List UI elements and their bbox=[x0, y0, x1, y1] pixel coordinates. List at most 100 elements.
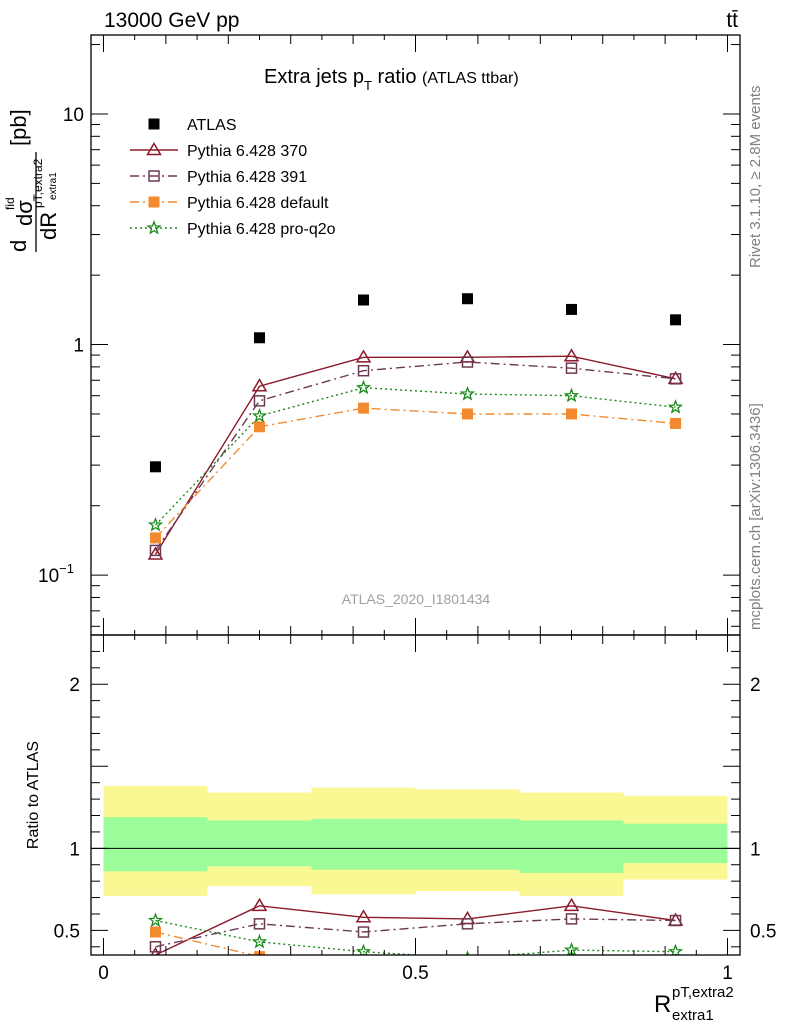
ylabel-unit: [pb] bbox=[6, 109, 31, 146]
main-ytick-label: 1 bbox=[73, 336, 84, 357]
xtick-label: 1 bbox=[722, 963, 733, 984]
data-point-s2-0 bbox=[149, 544, 162, 557]
ratio-line-2 bbox=[155, 931, 256, 955]
energy-label: 13000 GeV pp bbox=[104, 9, 239, 32]
band-inner-bin-2 bbox=[311, 818, 416, 870]
ratio-ytick-label-right: 0.5 bbox=[750, 921, 776, 942]
series-line-1 bbox=[154, 355, 676, 555]
data-point-s3-1 bbox=[253, 421, 265, 433]
ylabel-sub: pT,extra2 bbox=[31, 158, 45, 208]
xtick-label: 0.5 bbox=[402, 963, 428, 984]
main-series-layer bbox=[147, 293, 684, 560]
ratio-ytick-label-right: 1 bbox=[750, 839, 761, 860]
ylabel-d: d bbox=[6, 240, 31, 252]
data-point-s4-1 bbox=[251, 407, 268, 423]
data-point-s4-0 bbox=[147, 516, 164, 532]
ratio-point-s1-1 bbox=[253, 918, 266, 930]
xtick-label: 0 bbox=[98, 963, 109, 984]
legend-label-4: Pythia 6.428 pro-q2o bbox=[187, 221, 336, 238]
ratio-point-s0-3 bbox=[459, 910, 476, 925]
ratio-ytick-label-left: 2 bbox=[69, 675, 80, 696]
ratio-line-3 bbox=[155, 919, 676, 955]
legend-marker-1 bbox=[146, 142, 162, 156]
data-point-s4-5 bbox=[667, 399, 684, 414]
ratio-point-s3-2 bbox=[355, 943, 372, 955]
main-ytick-label: 10 bbox=[63, 105, 84, 126]
data-point-s2-5 bbox=[669, 373, 682, 385]
ylabel-subsub: extra1 bbox=[48, 172, 59, 200]
data-point-s0-1 bbox=[253, 332, 265, 344]
ratio-line-0 bbox=[155, 905, 676, 955]
ratio-bands-layer bbox=[103, 785, 728, 896]
data-point-s1-1 bbox=[251, 378, 268, 392]
data-point-s2-4 bbox=[565, 362, 578, 374]
data-point-s2-1 bbox=[253, 395, 266, 407]
data-point-s4-2 bbox=[355, 379, 372, 395]
ratio-point-s3-0 bbox=[147, 912, 164, 928]
main-ticks-layer: 10 1 10−1 bbox=[38, 35, 740, 635]
chart-title: Extra jets pT ratio (ATLAS ttbar) bbox=[264, 66, 519, 93]
ratio-point-s1-3 bbox=[461, 918, 474, 930]
ratio-point-s0-2 bbox=[355, 909, 372, 923]
ylabel-fid: fid bbox=[3, 197, 17, 210]
series-line-4 bbox=[154, 386, 676, 526]
ratio-point-s0-0 bbox=[150, 947, 161, 955]
data-point-s1-2 bbox=[355, 349, 372, 363]
legend-label-3: Pythia 6.428 default bbox=[187, 195, 329, 212]
ratio-point-s0-1 bbox=[251, 897, 268, 912]
data-point-s2-3 bbox=[461, 356, 474, 368]
mcplots-label: mcplots.cern.ch [arXiv:1306.3436] bbox=[747, 403, 764, 630]
ylabel-dsigma: dσ bbox=[12, 200, 37, 226]
ratio-point-s3-3 bbox=[465, 950, 470, 955]
legend-label-2: Pythia 6.428 391 bbox=[187, 169, 307, 186]
analysis-watermark: ATLAS_2020_I1801434 bbox=[342, 591, 491, 607]
data-point-s3-2 bbox=[358, 402, 370, 414]
data-point-s1-4 bbox=[563, 348, 580, 362]
ratio-point-s1-2 bbox=[357, 926, 370, 938]
xlabel-sup: pT,extra2 bbox=[672, 984, 734, 1001]
ratio-ytick-label-left: 0.5 bbox=[54, 921, 80, 942]
ratio-ytick-label-right: 2 bbox=[750, 675, 761, 696]
band-inner-bin-4 bbox=[519, 820, 624, 873]
ratio-point-s2-3 bbox=[462, 961, 473, 972]
data-point-s0-3 bbox=[461, 293, 473, 305]
data-point-s3-5 bbox=[670, 417, 682, 429]
series-line-3 bbox=[154, 407, 676, 539]
band-inner-bin-5 bbox=[623, 823, 728, 864]
ratio-point-s2-4 bbox=[566, 959, 577, 970]
data-point-s3-3 bbox=[461, 408, 473, 420]
ratio-point-s3-5 bbox=[667, 943, 684, 955]
data-point-s1-0 bbox=[147, 546, 164, 560]
legend-marker-2 bbox=[148, 170, 160, 182]
main-ytick-label: 10−1 bbox=[38, 561, 74, 587]
data-point-s0-2 bbox=[358, 294, 370, 306]
ratio-point-s1-4 bbox=[565, 913, 578, 925]
main-ylabel: d dσ fid dR pT,extra2 extra1 [pb] bbox=[3, 109, 61, 252]
xlabel-r: R bbox=[654, 991, 671, 1018]
band-inner-bin-3 bbox=[415, 818, 520, 870]
ratio-point-s3-1 bbox=[251, 933, 268, 949]
band-inner-bin-1 bbox=[207, 820, 312, 867]
legend-marker-4 bbox=[146, 219, 162, 235]
ratio-ticks-layer: 2 2 1 1 0.5 0.5 0 0.5 1 bbox=[54, 634, 776, 984]
ratio-point-s2-2 bbox=[358, 959, 369, 970]
legend-label-1: Pythia 6.428 370 bbox=[187, 143, 307, 160]
ratio-point-s2-0 bbox=[149, 926, 161, 938]
legend: ATLAS Pythia 6.428 370 Pythia 6.428 391 Pyt… bbox=[130, 117, 336, 238]
ratio-plot-frame bbox=[90, 634, 741, 956]
process-label: tt̄ bbox=[726, 9, 738, 32]
data-point-s2-2 bbox=[357, 364, 370, 377]
ratio-ylabel: Ratio to ATLAS bbox=[25, 741, 42, 849]
band-inner-bin-0 bbox=[103, 817, 208, 872]
ylabel-dr: dR bbox=[36, 212, 61, 240]
data-point-s3-4 bbox=[566, 408, 578, 420]
ratio-point-s1-5 bbox=[669, 914, 682, 927]
ratio-point-s1-0 bbox=[149, 941, 162, 953]
data-point-s4-3 bbox=[459, 385, 476, 401]
ratio-point-s2-5 bbox=[670, 958, 681, 969]
ratio-series-layer bbox=[147, 897, 684, 972]
data-point-s0-4 bbox=[566, 303, 578, 315]
data-point-s0-0 bbox=[149, 461, 161, 473]
xlabel-sub: extra1 bbox=[672, 1007, 714, 1024]
